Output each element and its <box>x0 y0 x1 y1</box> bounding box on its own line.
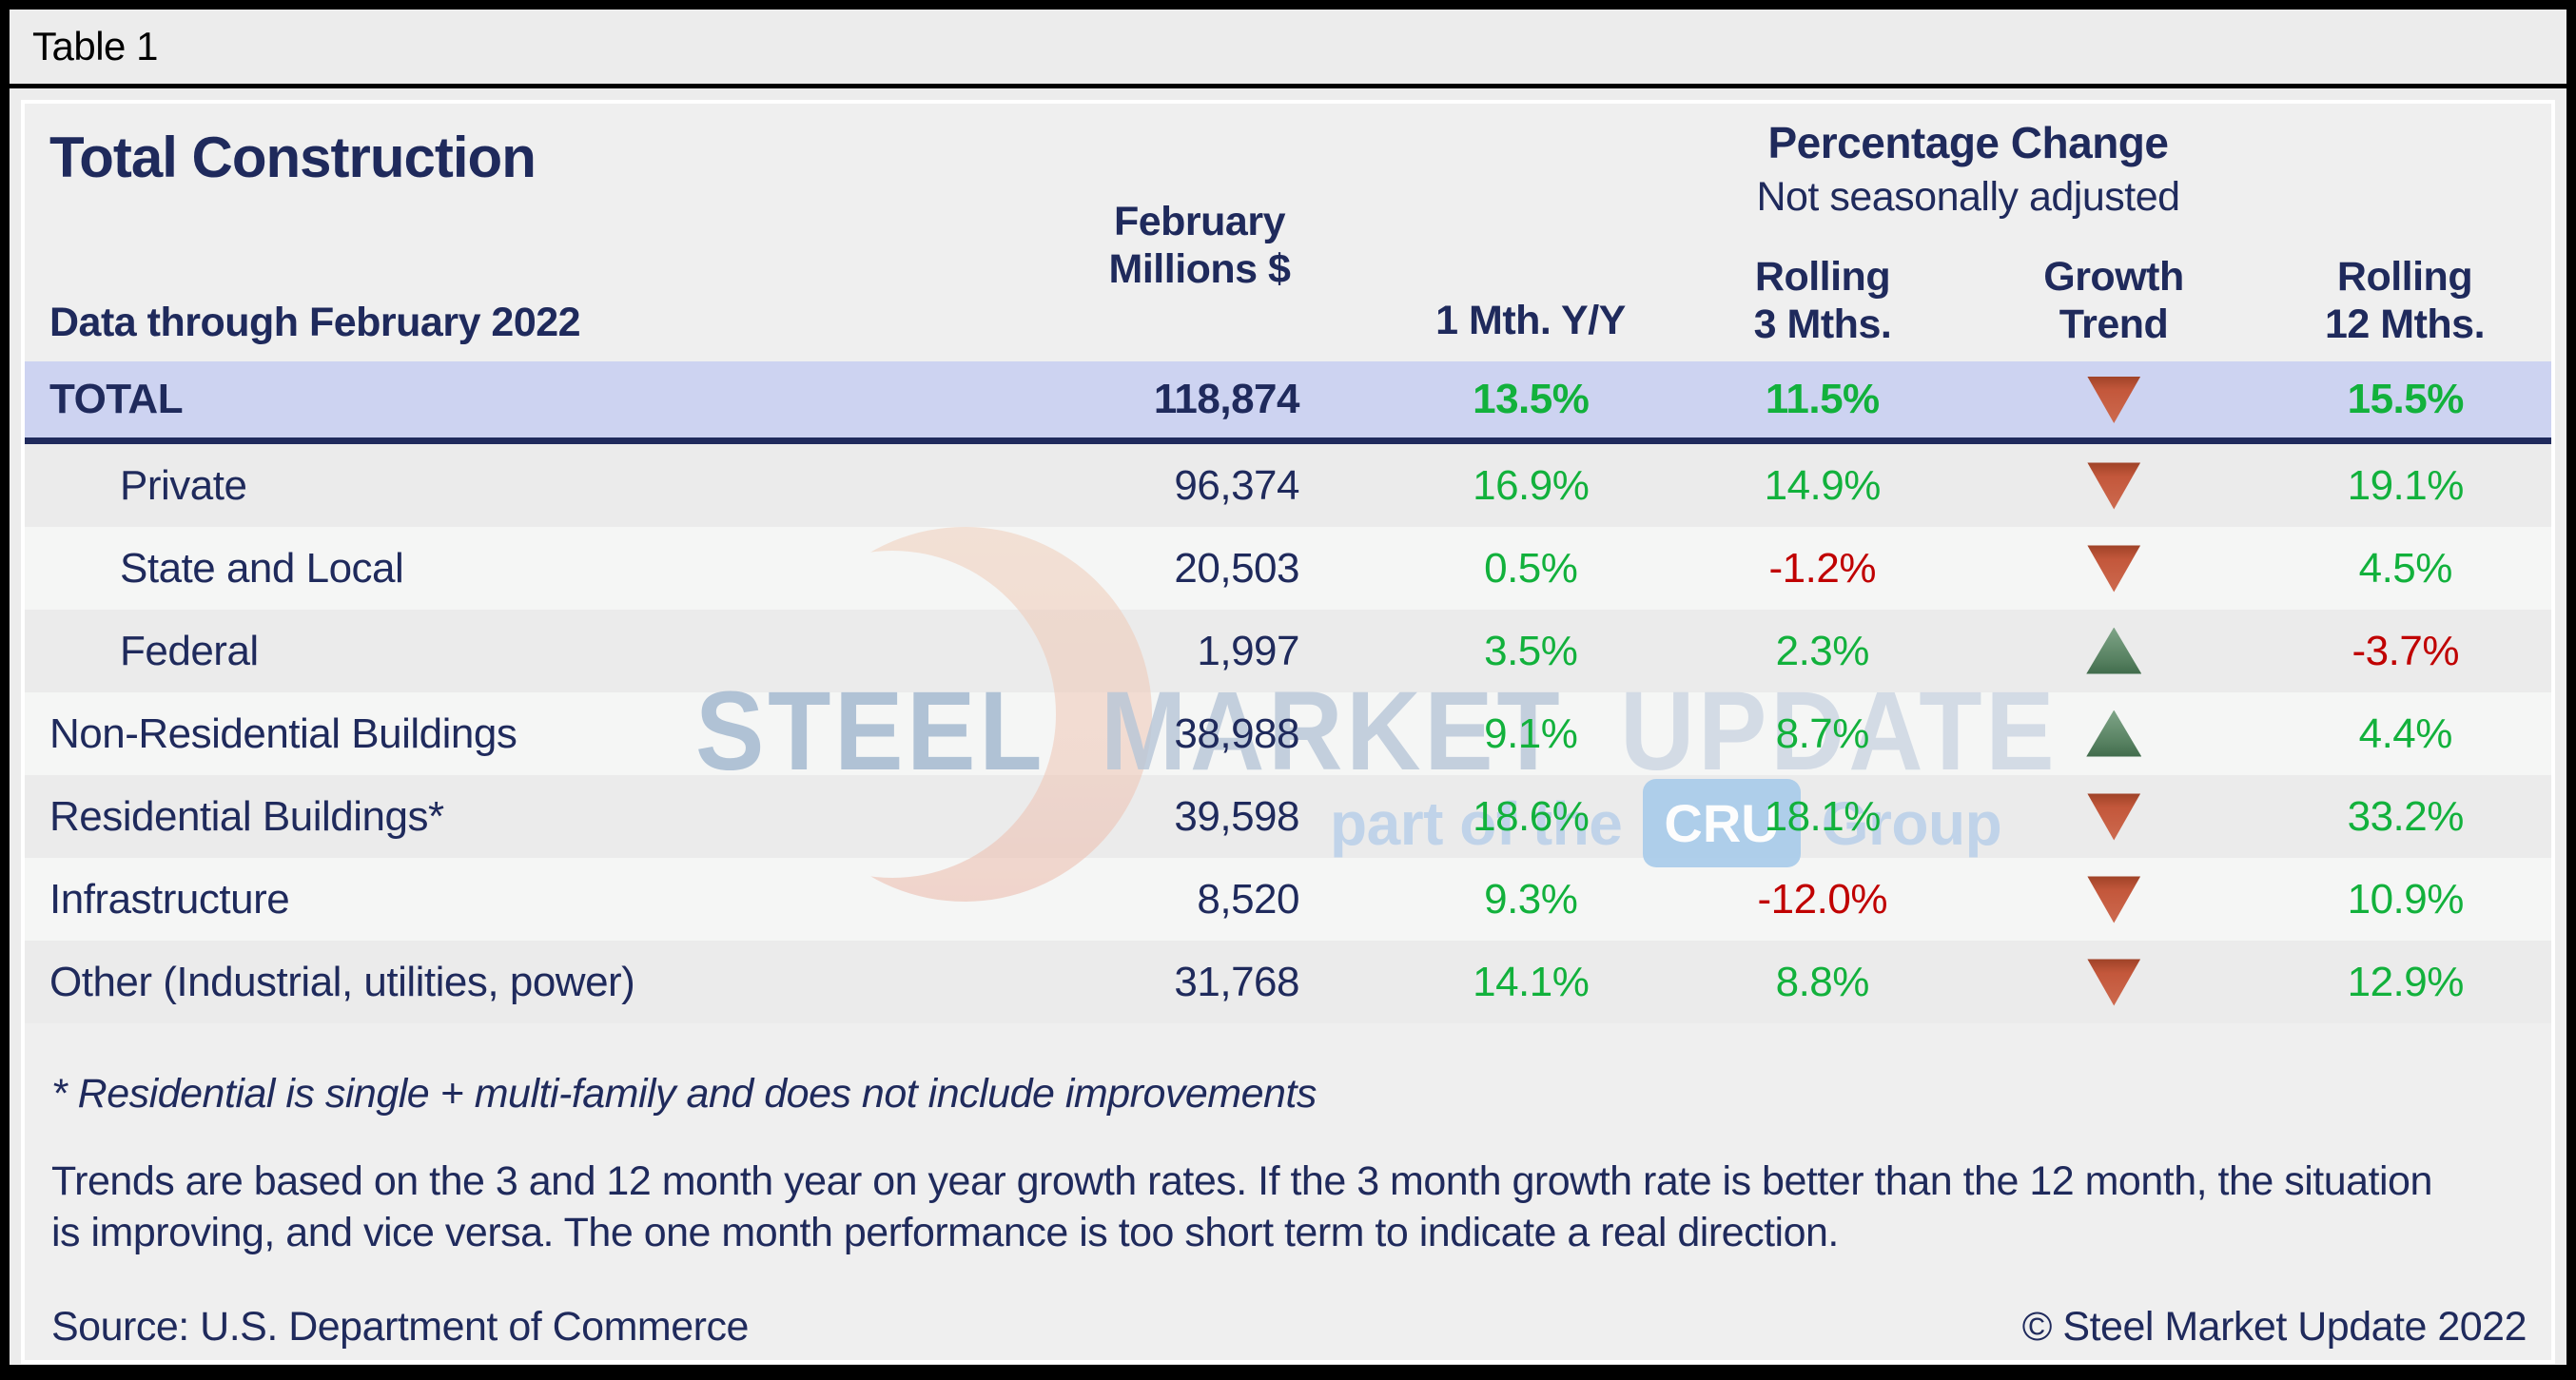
trend-arrow-icon <box>2087 876 2141 923</box>
table-caption-strip: Table 1 <box>10 10 2566 84</box>
trend-arrow-icon <box>2086 627 2142 674</box>
table-row-total: TOTAL 118,874 13.5% 11.5% 15.5% <box>25 361 2551 444</box>
rolling-3mths-value: 8.8% <box>1775 958 1870 1005</box>
trend-arrow-icon <box>2087 377 2141 423</box>
growth-trend-cell <box>1968 709 2260 758</box>
growth-trend-cell <box>1968 545 2260 593</box>
rolling-12mths-value: 4.4% <box>2358 709 2453 757</box>
column-header-rolling-3mths: Rolling 3 Mths. <box>1753 254 1892 347</box>
millions-value: 96,374 <box>1174 461 1299 509</box>
1mth-yy-value: 18.6% <box>1473 792 1590 840</box>
growth-trend-cell <box>1968 627 2260 675</box>
construction-table: STEEL MARKET UPDATE part of the CRU Grou… <box>21 100 2555 1364</box>
millions-value: 8,520 <box>1197 875 1299 923</box>
millions-value: 31,768 <box>1174 958 1299 1005</box>
table-body: TOTAL 118,874 13.5% 11.5% 15.5% Private … <box>25 361 2551 1023</box>
1mth-yy-value: 9.1% <box>1484 709 1578 757</box>
rolling-12mths-value: 10.9% <box>2347 875 2465 923</box>
report-page: Table 1 STEEL MARKET UPDATE <box>10 10 2566 1365</box>
table-header: Total Construction Data through February… <box>25 104 2551 361</box>
trend-arrow-icon <box>2087 959 2141 1006</box>
rolling-12mths-value: 15.5% <box>2347 376 2465 422</box>
rolling-3mths-value: 8.7% <box>1775 709 1870 757</box>
rolling-12mths-value: -3.7% <box>2352 627 2460 674</box>
column-header-1mth: 1 Mth. Y/Y <box>1435 298 1626 343</box>
row-label: Non-Residential Buildings <box>49 709 517 757</box>
rolling-3mths-value: 14.9% <box>1764 461 1882 509</box>
table-row-private: Private 96,374 16.9% 14.9% 19.1% <box>25 444 2551 527</box>
1mth-yy-value: 0.5% <box>1484 544 1578 592</box>
growth-trend-cell <box>1968 376 2260 423</box>
trend-arrow-icon <box>2086 709 2142 757</box>
trend-arrow-icon <box>2087 462 2141 510</box>
millions-value: 118,874 <box>1153 376 1300 422</box>
growth-trend-cell <box>1968 462 2260 510</box>
growth-trend-cell <box>1968 793 2260 841</box>
table-caption: Table 1 <box>32 24 158 68</box>
1mth-yy-value: 3.5% <box>1484 627 1578 674</box>
data-through-subtitle: Data through February 2022 <box>49 300 581 345</box>
table-row-non-residential-buildings: Non-Residential Buildings 38,988 9.1% 8.… <box>25 692 2551 775</box>
table-row-residential-buildings: Residential Buildings* 39,598 18.6% 18.1… <box>25 775 2551 858</box>
not-seasonally-adjusted-label: Not seasonally adjusted <box>1756 174 2180 220</box>
row-label: TOTAL <box>49 376 184 422</box>
growth-trend-cell <box>1968 876 2260 923</box>
table-row-other: Other (Industrial, utilities, power) 31,… <box>25 941 2551 1023</box>
row-label: State and Local <box>120 544 404 592</box>
1mth-yy-value: 13.5% <box>1473 376 1590 422</box>
trend-arrow-icon <box>2087 545 2141 593</box>
column-header-millions: February Millions $ <box>1108 199 1291 292</box>
millions-value: 1,997 <box>1197 627 1299 674</box>
1mth-yy-value: 16.9% <box>1473 461 1590 509</box>
1mth-yy-value: 14.1% <box>1473 958 1590 1005</box>
growth-trend-cell <box>1968 959 2260 1006</box>
residential-footnote: * Residential is single + multi-family a… <box>51 1071 1317 1117</box>
caption-divider <box>10 84 2566 88</box>
source-label: Source: U.S. Department of Commerce <box>51 1304 749 1350</box>
table-row-infrastructure: Infrastructure 8,520 9.3% -12.0% 10.9% <box>25 858 2551 941</box>
1mth-yy-value: 9.3% <box>1484 875 1578 923</box>
rolling-12mths-value: 33.2% <box>2347 792 2465 840</box>
trend-arrow-icon <box>2087 793 2141 841</box>
row-label: Private <box>120 461 247 509</box>
millions-value: 38,988 <box>1174 709 1299 757</box>
row-label: Residential Buildings* <box>49 792 444 840</box>
rolling-12mths-value: 19.1% <box>2347 461 2465 509</box>
rolling-3mths-value: -12.0% <box>1757 875 1888 923</box>
trends-explanation-note: Trends are based on the 3 and 12 month y… <box>51 1158 2432 1255</box>
millions-value: 39,598 <box>1174 792 1299 840</box>
rolling-3mths-value: 18.1% <box>1764 792 1882 840</box>
source-bar: Source: U.S. Department of Commerce © St… <box>25 1304 2551 1360</box>
rolling-3mths-value: 2.3% <box>1775 627 1870 674</box>
percentage-change-title: Percentage Change <box>1767 118 2169 167</box>
percentage-change-group: Percentage Change Not seasonally adjuste… <box>1385 117 2551 221</box>
column-header-growth-trend: Growth Trend <box>2043 254 2184 347</box>
table-row-federal: Federal 1,997 3.5% 2.3% -3.7% <box>25 610 2551 692</box>
table-row-state-and-local: State and Local 20,503 0.5% -1.2% 4.5% <box>25 527 2551 610</box>
row-label: Other (Industrial, utilities, power) <box>49 958 635 1005</box>
row-label: Infrastructure <box>49 875 290 923</box>
rolling-12mths-value: 4.5% <box>2358 544 2453 592</box>
copyright-label: © Steel Market Update 2022 <box>2021 1304 2527 1350</box>
rolling-12mths-value: 12.9% <box>2347 958 2465 1005</box>
millions-value: 20,503 <box>1174 544 1299 592</box>
rolling-3mths-value: 11.5% <box>1765 376 1880 422</box>
column-header-rolling-12mths: Rolling 12 Mths. <box>2324 254 2486 347</box>
rolling-3mths-value: -1.2% <box>1768 544 1877 592</box>
page-title: Total Construction <box>49 126 537 189</box>
row-label: Federal <box>120 627 259 674</box>
